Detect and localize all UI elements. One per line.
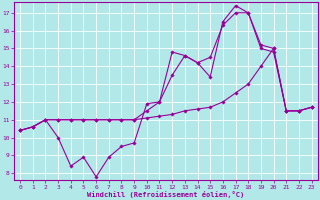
X-axis label: Windchill (Refroidissement éolien,°C): Windchill (Refroidissement éolien,°C) bbox=[87, 191, 244, 198]
